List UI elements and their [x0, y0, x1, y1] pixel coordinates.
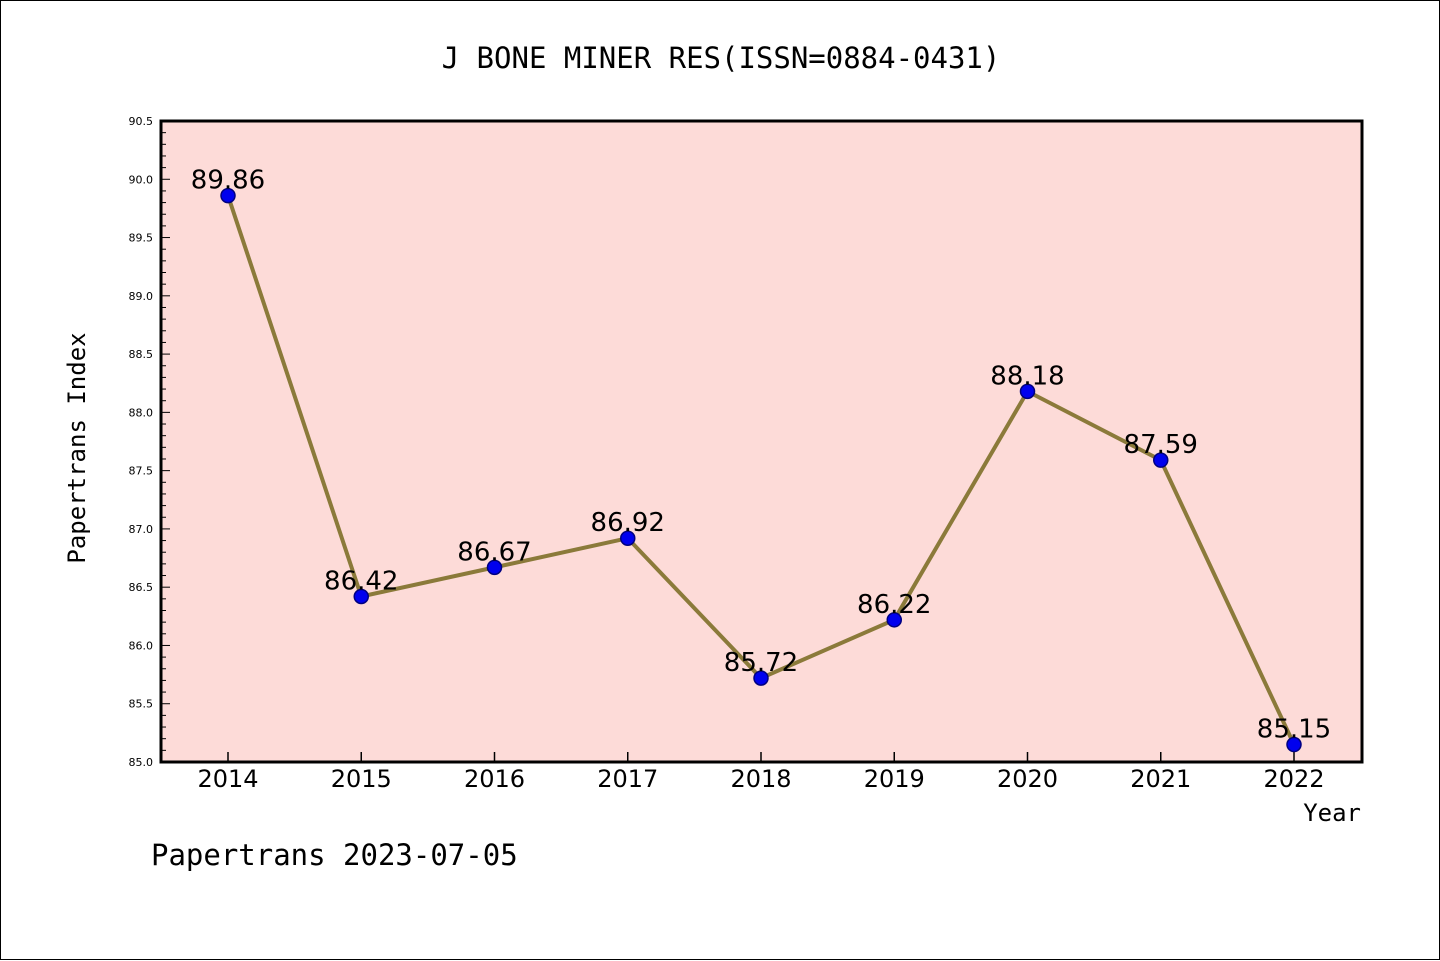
data-point	[753, 670, 769, 686]
y-tick-label: 85.0	[129, 756, 154, 769]
y-tick-label: 87.5	[129, 465, 154, 478]
y-tick-label: 90.5	[129, 115, 154, 128]
y-tick-label: 85.5	[129, 698, 154, 711]
data-point	[1153, 452, 1169, 468]
y-tick-label: 87.0	[129, 523, 154, 536]
data-label: 87.59	[1124, 430, 1198, 460]
data-label: 86.42	[324, 567, 398, 597]
y-tick-label: 90.0	[129, 173, 154, 186]
data-label: 86.22	[857, 590, 931, 620]
data-point	[1286, 736, 1302, 753]
data-label: 89.86	[191, 166, 265, 196]
y-tick-label: 86.0	[129, 639, 154, 652]
data-label: 85.72	[724, 648, 798, 678]
y-tick-label: 88.0	[129, 406, 154, 419]
y-axis: 85.0 85.5 86.0 86.5 87.0 87.5 88.0 88.5 89.0 89.5…	[129, 115, 170, 769]
data-point	[886, 612, 902, 628]
x-tick-label: 2018	[730, 765, 791, 793]
x-tick-label: 2015	[331, 765, 392, 793]
y-tick-label: 89.0	[129, 290, 154, 303]
plot-area	[159, 119, 1364, 764]
x-tick-label: 2019	[864, 765, 925, 793]
data-label: 86.67	[457, 537, 531, 567]
data-label: 88.18	[990, 361, 1064, 391]
data-label: 86.92	[591, 508, 665, 538]
y-tick-label: 86.5	[129, 581, 154, 594]
x-tick-label: 2022	[1263, 765, 1324, 793]
data-label: 85.15	[1257, 715, 1331, 745]
x-axis-label: Year	[1303, 799, 1361, 827]
y-tick-label: 89.5	[129, 232, 154, 245]
data-point	[486, 559, 503, 576]
x-tick-label: 2017	[597, 765, 658, 793]
chart-title: J BONE MINER RES(ISSN=0884-0431)	[442, 41, 1001, 75]
footer-text: Papertrans 2023-07-05	[151, 838, 518, 872]
y-tick-label: 88.5	[129, 348, 154, 361]
data-point	[353, 588, 369, 605]
data-labels: 89.86 86.42 86.67 86.92 85.72 86.22 88.18 87.59…	[191, 166, 1331, 745]
y-axis-label: Papertrans Index	[63, 332, 91, 563]
data-point	[220, 187, 236, 204]
x-tick-label: 2016	[464, 765, 525, 793]
data-point	[620, 530, 636, 546]
x-axis: 2014 2015 2016 2017 2018 2019 2020 2021 2022	[197, 752, 1325, 793]
x-tick-label: 2020	[997, 765, 1058, 793]
x-tick-label: 2021	[1130, 765, 1191, 793]
data-point	[1019, 383, 1036, 400]
x-tick-label: 2014	[197, 765, 258, 793]
series-papertrans-index	[220, 187, 1302, 753]
